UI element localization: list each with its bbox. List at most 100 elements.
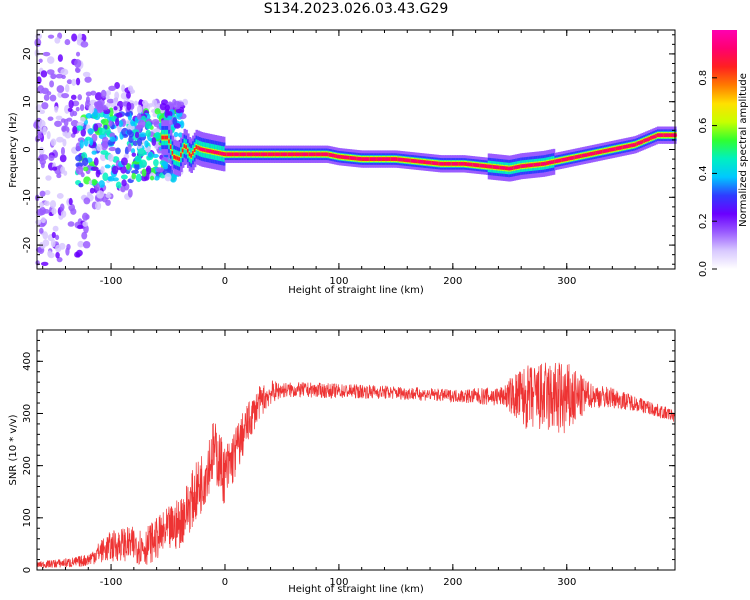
spectrogram-cell — [188, 152, 192, 157]
spectrogram-cell — [42, 51, 51, 57]
spectrogram-cell — [77, 240, 84, 248]
spectrogram-cell — [84, 76, 92, 83]
spectrogram-peak — [424, 160, 431, 165]
spectrogram-peak — [492, 165, 500, 169]
spectrogram-cell — [126, 163, 131, 170]
spectrogram-cell — [545, 161, 549, 166]
spectrogram-cell — [340, 155, 344, 159]
spectrogram-cell — [171, 150, 175, 155]
spectrogram-cell — [161, 135, 164, 140]
spectrogram-cell — [532, 163, 535, 167]
spectrogram-cell — [648, 136, 651, 141]
spectrogram-cell — [167, 115, 173, 120]
spectrogram-peak — [451, 162, 459, 166]
spectrogram-cell — [477, 163, 481, 168]
snr-y-tick-label: 0 — [22, 567, 33, 573]
snr-y-ticks: 0 100 200 300 400 — [22, 329, 675, 573]
spectrogram-peak — [308, 152, 315, 156]
spectrogram-cell — [621, 145, 624, 150]
spectrogram-cell — [132, 140, 139, 147]
spectrogram-cell — [45, 175, 52, 181]
spectrogram-cell — [89, 187, 95, 194]
spectrogram-peak — [383, 157, 390, 161]
spectrogram-cell — [82, 221, 88, 227]
spectrogram-cell — [98, 180, 105, 188]
spectrogram-cell — [134, 155, 142, 163]
spectrogram-peak — [342, 155, 349, 159]
spectrogram-cell — [54, 105, 59, 113]
spectrogram-cell — [93, 123, 99, 132]
spectrogram-cell — [106, 98, 115, 104]
spectrogram-cell — [135, 173, 142, 183]
spectrogram-cell — [141, 168, 147, 177]
spectrogram-cell — [39, 190, 46, 197]
spectrogram-cell — [75, 51, 81, 57]
spectrogram-y-ticks: -20 -10 0 10 20 — [22, 34, 675, 265]
spectrogram-peak — [198, 147, 206, 152]
spectrogram-x-tick-label: 200 — [443, 276, 462, 287]
snr-y-tick-label: 300 — [22, 404, 33, 423]
spectrogram-cell — [75, 162, 83, 168]
spectrogram-cell — [63, 170, 68, 176]
snr-x-tick-label: 100 — [329, 577, 348, 588]
spectrogram-cell — [60, 146, 65, 156]
spectrogram-cell — [54, 234, 60, 241]
spectrogram-cell — [137, 104, 143, 114]
colorbar-tick-label: 0.2 — [698, 213, 709, 229]
spectrogram-cell — [154, 175, 160, 181]
colorbar-tick-label: 0.8 — [698, 70, 709, 86]
spectrogram-cell — [134, 131, 140, 139]
spectrogram-cell — [422, 160, 426, 164]
spectrogram-heatmap — [33, 32, 678, 266]
colorbar-label: Normalized spectral amplitude — [738, 73, 749, 227]
colorbar-tick-label: 0.4 — [698, 165, 709, 181]
spectrogram-cell — [85, 91, 92, 97]
snr-x-tick-label: -100 — [100, 577, 123, 588]
spectrogram-cell — [118, 120, 124, 128]
spectrogram-cell — [109, 136, 116, 142]
spectrogram-peak — [240, 152, 247, 156]
spectrogram-cell — [51, 231, 56, 239]
spectrogram-cell — [101, 136, 109, 144]
spectrogram-peak — [438, 162, 445, 166]
spectrogram-x-tick-label: 100 — [329, 276, 348, 287]
spectrogram-cell — [169, 145, 173, 150]
spectrogram-cell — [566, 157, 569, 161]
spectrogram-cell — [91, 150, 97, 155]
spectrogram-x-ticks: -100 0 100 200 300 — [42, 30, 659, 287]
spectrogram-cell — [159, 102, 167, 111]
spectrogram-peak — [315, 152, 322, 156]
spectrogram-peak — [643, 138, 650, 142]
spectrogram-cell — [186, 148, 190, 153]
spectrogram-cell — [70, 119, 79, 127]
spectrogram-peak — [445, 162, 452, 166]
spectrogram-cell — [641, 139, 645, 144]
spectrogram-cell — [75, 77, 81, 86]
spectrogram-cell — [126, 101, 132, 111]
spectrogram-cell — [47, 250, 52, 258]
spectrogram-peak — [650, 135, 657, 139]
spectrogram-cell — [518, 164, 522, 169]
spectrogram-cell — [333, 153, 337, 158]
spectrogram-cell — [93, 101, 99, 107]
snr-x-tick-label: 0 — [222, 577, 228, 588]
spectrogram-peak — [561, 157, 568, 162]
colorbar-ticks: 0.0 0.2 0.4 0.6 0.8 — [698, 70, 717, 277]
spectrogram-peak — [226, 152, 233, 156]
spectrogram-peak — [547, 160, 555, 165]
spectrogram-cell — [179, 120, 185, 129]
spectrogram-cell — [81, 212, 89, 221]
spectrogram-cell — [96, 190, 104, 199]
spectrogram-cell — [54, 120, 62, 127]
spectrogram-y-tick-label: 0 — [22, 146, 33, 152]
spectrogram-peak — [349, 156, 356, 160]
spectrogram-cell — [80, 41, 89, 48]
spectrogram-cell — [101, 118, 109, 126]
spectrogram-cell — [75, 253, 81, 258]
spectrogram-cell — [77, 224, 83, 230]
spectrogram-cell — [190, 153, 193, 158]
spectrogram-peak — [513, 165, 520, 169]
spectrogram-cell — [85, 113, 93, 119]
spectrogram-peak — [465, 162, 472, 166]
spectrogram-cell — [217, 151, 221, 155]
